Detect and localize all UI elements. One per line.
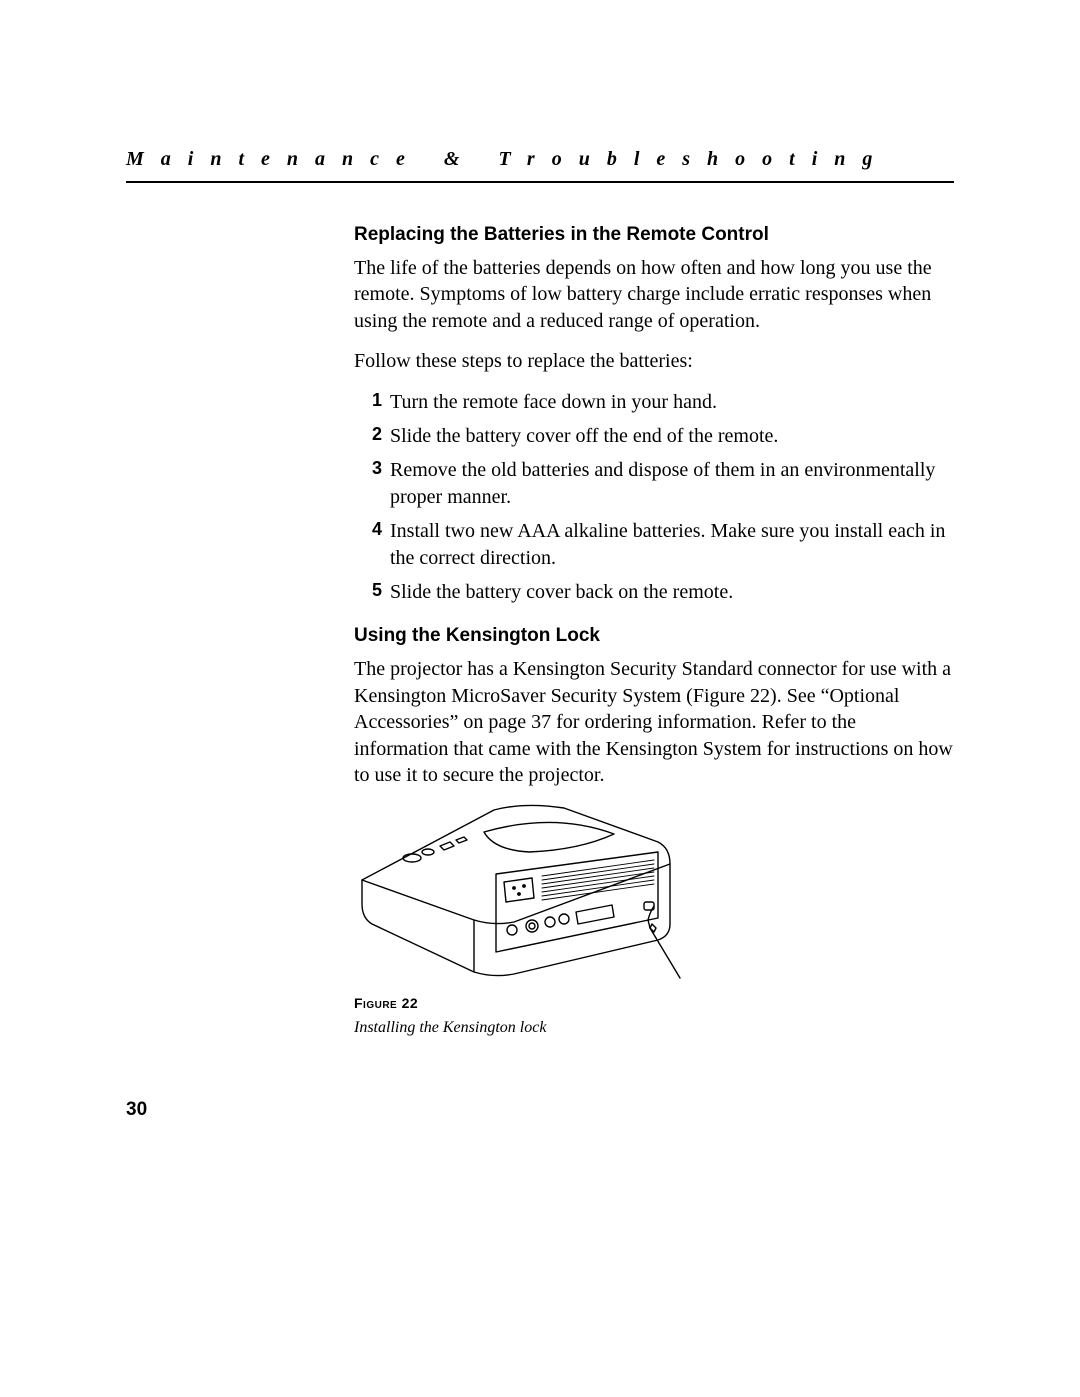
content-column: Replacing the Batteries in the Remote Co… <box>354 222 954 1038</box>
step-text: Turn the remote face down in your hand. <box>390 389 954 415</box>
figure-caption: Installing the Kensington lock <box>354 1017 954 1038</box>
kensington-body: The projector has a Kensington Security … <box>354 656 954 788</box>
step-number: 2 <box>354 423 382 449</box>
step-number: 3 <box>354 457 382 510</box>
list-item: 5 Slide the battery cover back on the re… <box>354 579 954 605</box>
page-number: 30 <box>126 1099 147 1121</box>
page: Maintenance & Troubleshooting Replacing … <box>0 0 1080 1397</box>
step-text: Install two new AAA alkaline batteries. … <box>390 518 954 571</box>
running-head: Maintenance & Troubleshooting <box>126 148 954 183</box>
batteries-lead: Follow these steps to replace the batter… <box>354 348 954 374</box>
list-item: 2 Slide the battery cover off the end of… <box>354 423 954 449</box>
list-item: 1 Turn the remote face down in your hand… <box>354 389 954 415</box>
list-item: 3 Remove the old batteries and dispose o… <box>354 457 954 510</box>
heading-batteries: Replacing the Batteries in the Remote Co… <box>354 222 954 247</box>
step-text: Slide the battery cover back on the remo… <box>390 579 954 605</box>
heading-kensington: Using the Kensington Lock <box>354 623 954 648</box>
step-number: 4 <box>354 518 382 571</box>
step-text: Slide the battery cover off the end of t… <box>390 423 954 449</box>
list-item: 4 Install two new AAA alkaline batteries… <box>354 518 954 571</box>
batteries-intro: The life of the batteries depends on how… <box>354 255 954 334</box>
batteries-steps: 1 Turn the remote face down in your hand… <box>354 389 954 606</box>
step-number: 1 <box>354 389 382 415</box>
step-text: Remove the old batteries and dispose of … <box>390 457 954 510</box>
step-number: 5 <box>354 579 382 605</box>
figure-label: Figure 22 <box>354 994 954 1012</box>
projector-illustration <box>354 802 694 980</box>
figure-22: Figure 22 Installing the Kensington lock <box>354 802 954 1038</box>
